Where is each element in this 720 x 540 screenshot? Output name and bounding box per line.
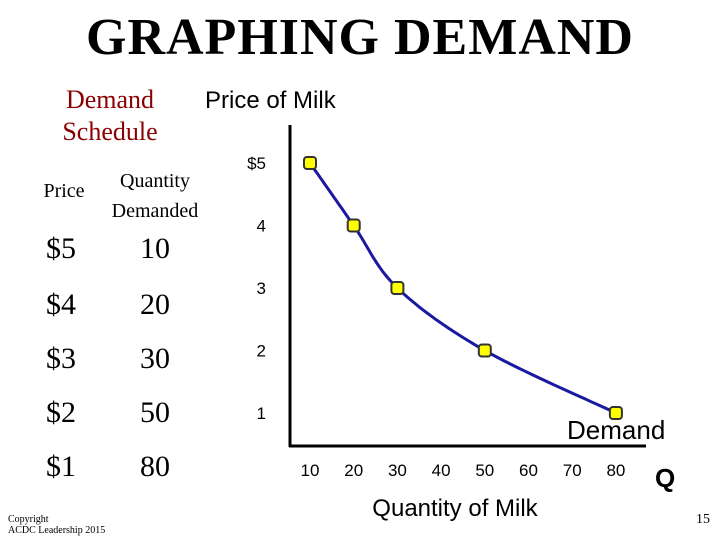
y-tick-label: 4 bbox=[257, 217, 266, 236]
x-tick-labels: 10 20 30 40 50 60 70 80 bbox=[301, 461, 626, 480]
y-tick-label: 1 bbox=[257, 404, 266, 423]
x-tick-label: 70 bbox=[563, 461, 582, 480]
row-1-qty: 10 bbox=[140, 232, 170, 265]
x-tick-label: 10 bbox=[301, 461, 320, 480]
quantity-axis-symbol: Q bbox=[655, 463, 675, 493]
row-5-price: $1 bbox=[46, 450, 76, 483]
copyright: Copyright ACDC Leadership 2015 bbox=[8, 514, 105, 536]
x-tick-label: 60 bbox=[519, 461, 538, 480]
row-3-qty: 30 bbox=[140, 342, 170, 375]
x-tick-label: 50 bbox=[475, 461, 494, 480]
demand-point bbox=[303, 156, 317, 170]
demand-points bbox=[303, 156, 623, 420]
page-number: 15 bbox=[696, 512, 710, 527]
x-tick-label: 30 bbox=[388, 461, 407, 480]
row-5-qty: 80 bbox=[140, 450, 170, 483]
demand-point bbox=[346, 218, 361, 233]
x-axis-label: Quantity of Milk bbox=[372, 495, 538, 522]
page-title: GRAPHING DEMAND bbox=[86, 9, 634, 66]
y-tick-labels: $5 4 3 2 1 bbox=[247, 154, 266, 423]
row-4-qty: 50 bbox=[140, 396, 170, 429]
demand-line bbox=[308, 162, 617, 415]
x-tick-label: 20 bbox=[344, 461, 363, 480]
x-tick-label: 40 bbox=[432, 461, 451, 480]
schedule-title-line1: Demand bbox=[65, 85, 155, 114]
y-tick-label: 3 bbox=[257, 279, 266, 298]
x-tick-label: 80 bbox=[606, 461, 625, 480]
row-2-qty: 20 bbox=[140, 288, 170, 321]
schedule-title-line2: Schedule bbox=[62, 117, 158, 146]
copyright-line2: ACDC Leadership 2015 bbox=[8, 525, 106, 536]
quantity-header-line2: Demanded bbox=[111, 200, 199, 222]
row-4-price: $2 bbox=[46, 396, 76, 429]
price-column-header: Price bbox=[43, 180, 85, 202]
y-tick-label: 2 bbox=[257, 342, 266, 361]
copyright-line1: Copyright bbox=[8, 514, 49, 525]
quantity-column-header: Quantity Demanded bbox=[100, 166, 210, 226]
chart-title: Price of Milk bbox=[205, 87, 337, 114]
quantity-header-line1: Quantity bbox=[120, 170, 190, 192]
demand-point bbox=[608, 406, 623, 420]
row-2-price: $4 bbox=[46, 288, 76, 321]
demand-series-label: Demand bbox=[567, 415, 665, 445]
row-3-price: $3 bbox=[46, 342, 76, 375]
y-tick-label: $5 bbox=[247, 154, 266, 173]
demand-point bbox=[390, 281, 405, 295]
schedule-title: Demand Schedule bbox=[40, 84, 180, 148]
row-1-price: $5 bbox=[46, 232, 76, 265]
demand-point bbox=[477, 343, 492, 358]
